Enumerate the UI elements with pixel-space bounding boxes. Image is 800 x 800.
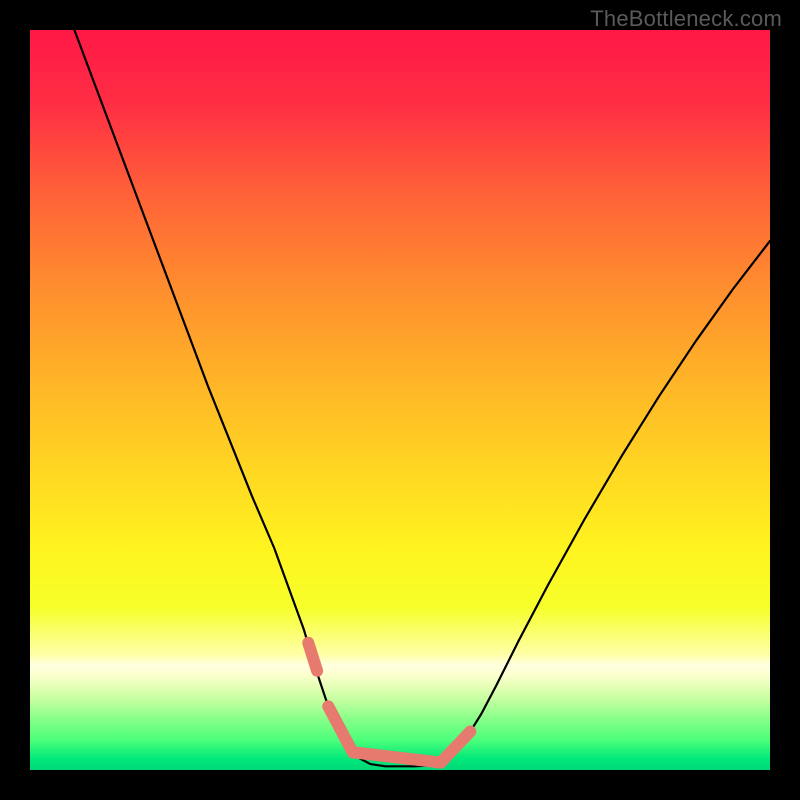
watermark-label: TheBottleneck.com [590, 6, 782, 32]
chart-canvas [30, 30, 770, 770]
bottleneck-chart [30, 30, 770, 770]
